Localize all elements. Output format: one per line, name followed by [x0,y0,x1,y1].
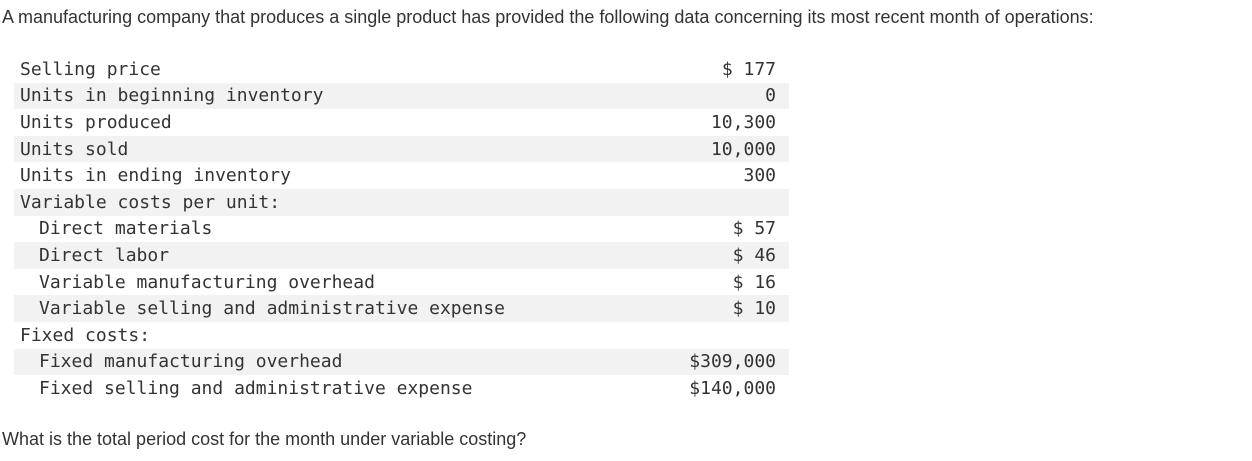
table-row-direct-materials: Direct materials $ 57 [14,216,789,243]
row-value: 300 [743,165,776,187]
table-row-selling-price: Selling price $ 177 [14,56,789,83]
row-value: $ 177 [721,58,776,80]
row-label: Variable manufacturing overhead [39,271,375,293]
table-row-beginning-inventory: Units in beginning inventory 0 [14,82,789,110]
row-label: Fixed selling and administrative expense [39,377,473,399]
row-label: Variable costs per unit: [20,191,281,213]
row-value: $ 57 [732,218,776,240]
table-row-fixed-costs-header: Fixed costs: [14,322,789,349]
row-label: Variable selling and administrative expe… [39,298,505,320]
question-text: What is the total period cost for the mo… [2,429,527,449]
table-row-fixed-selling-admin: Fixed selling and administrative expense… [14,375,789,402]
row-label: Units sold [20,138,129,160]
row-value: 10,000 [710,138,776,160]
row-value: 0 [765,85,776,107]
row-label: Direct labor [39,244,170,266]
table-row-variable-manufacturing-overhead: Variable manufacturing overhead $ 16 [14,269,789,296]
row-label: Units produced [20,111,172,133]
row-label: Fixed costs: [20,324,151,346]
table-row-variable-selling-admin: Variable selling and administrative expe… [14,295,789,322]
table-row-fixed-manufacturing-overhead: Fixed manufacturing overhead $309,000 [14,348,789,376]
table-row-units-sold: Units sold 10,000 [14,135,789,163]
row-label: Units in beginning inventory [20,85,324,107]
row-value: $ 10 [732,298,776,320]
row-value: $140,000 [689,377,776,399]
row-value: $ 16 [732,271,776,293]
row-label: Selling price [20,58,161,80]
intro-text: A manufacturing company that produces a … [2,7,1094,27]
table-row-units-produced: Units produced 10,300 [14,109,789,136]
row-label: Direct materials [39,218,213,240]
row-value: $309,000 [689,351,776,373]
row-value: 10,300 [710,111,776,133]
row-value: $ 46 [732,244,776,266]
data-table: Selling price $ 177 Units in beginning i… [14,56,789,402]
table-row-ending-inventory: Units in ending inventory 300 [14,162,789,189]
row-label: Units in ending inventory [20,165,291,187]
row-label: Fixed manufacturing overhead [39,351,343,373]
table-row-direct-labor: Direct labor $ 46 [14,242,789,269]
table-row-variable-costs-header: Variable costs per unit: [14,188,789,216]
